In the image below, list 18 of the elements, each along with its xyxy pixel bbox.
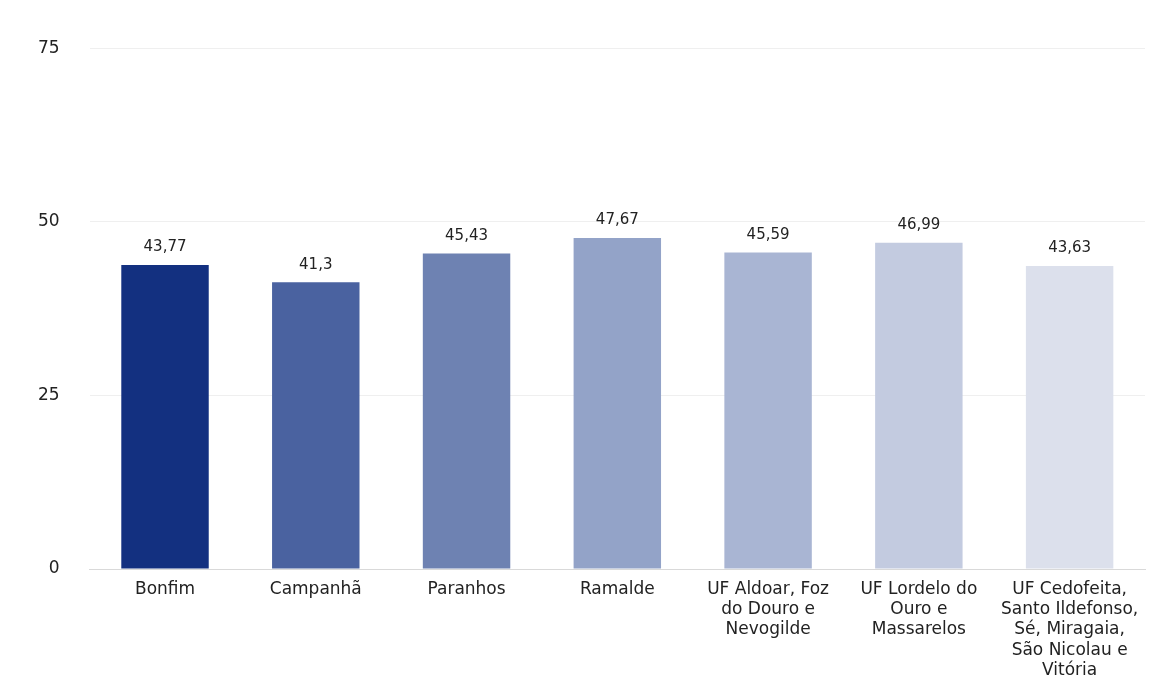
data-label: 43,77 xyxy=(143,237,187,256)
data-label: 47,67 xyxy=(595,210,639,229)
x-tick-label: Bonfim xyxy=(134,577,196,598)
data-label: 41,3 xyxy=(299,254,333,273)
x-tick-label: Campanhã xyxy=(269,577,362,598)
y-tick-label: 50 xyxy=(37,210,60,231)
x-tick-label: UF Cedofeita, Santo Ildefonso, Sé, Miragaia, São Nicolau e Vitória xyxy=(1000,577,1139,680)
data-label: 45,59 xyxy=(746,224,790,243)
y-tick-label: 75 xyxy=(37,36,60,57)
x-tick-label: UF Lordelo do Ouro e Massarelos xyxy=(860,577,978,639)
x-tick-label: Ramalde xyxy=(579,577,655,598)
x-tick-label: Paranhos xyxy=(427,577,506,598)
data-label: 43,63 xyxy=(1048,238,1092,257)
data-label: 45,43 xyxy=(445,225,489,244)
y-tick-label: 25 xyxy=(37,383,60,404)
data-label: 46,99 xyxy=(897,215,941,234)
x-tick-label: UF Aldoar, Foz do Douro e Nevogilde xyxy=(707,577,830,639)
y-tick-label: 0 xyxy=(48,557,60,578)
